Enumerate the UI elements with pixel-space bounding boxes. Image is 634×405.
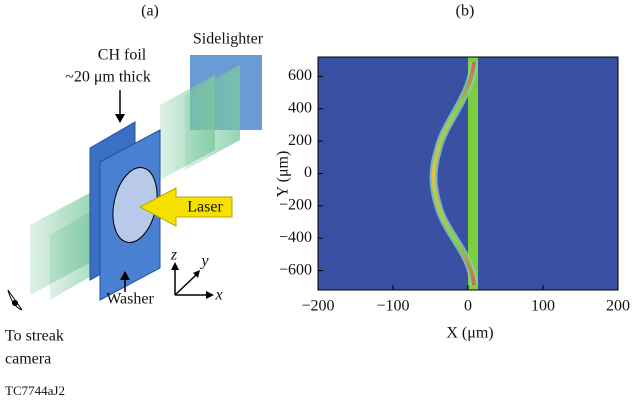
- x-tick-label: 100: [531, 298, 555, 315]
- axis-y: y: [199, 253, 209, 270]
- y-tick-label: 200: [288, 132, 312, 149]
- x-axis-label: X (μm): [446, 325, 493, 342]
- arrow-head: [206, 291, 214, 299]
- pointer-head: [115, 114, 125, 123]
- y-tick-label: 0: [304, 164, 312, 181]
- y-tick-label: −200: [279, 197, 312, 214]
- panel-label: (b): [456, 3, 475, 20]
- eye-icon: [8, 290, 22, 310]
- streak-label: camera: [5, 351, 51, 368]
- x-tick-label: 0: [464, 298, 472, 315]
- footer: TC7744aJ2: [5, 383, 65, 398]
- laser-label: Laser: [187, 199, 223, 216]
- panel-label: (a): [141, 3, 159, 20]
- y-tick-label: 400: [288, 99, 312, 116]
- sidelighter-label: Sidelighter: [193, 31, 264, 48]
- x-tick-label: −100: [376, 298, 409, 315]
- streak-label: To streak: [5, 328, 64, 345]
- thickness-label: ~20 μm thick: [65, 69, 151, 86]
- y-axis-label: Y (μm): [275, 151, 292, 198]
- washer-label: Washer: [106, 291, 154, 308]
- coordinate-axes: [175, 268, 208, 295]
- x-tick-label: 200: [606, 298, 630, 315]
- axis-x: x: [214, 287, 222, 304]
- x-tick-label: −200: [301, 298, 334, 315]
- axis-z: z: [170, 247, 178, 264]
- foil-label: CH foil: [98, 47, 147, 64]
- figure: (a) Laser Sidelighter CH foil ~20 μm thi…: [0, 0, 634, 405]
- y-tick-label: −400: [279, 229, 312, 246]
- diagram-a: (a) Laser Sidelighter CH foil ~20 μm thi…: [5, 3, 264, 398]
- y-tick-label: 600: [288, 67, 312, 84]
- y-tick-label: −600: [279, 261, 312, 278]
